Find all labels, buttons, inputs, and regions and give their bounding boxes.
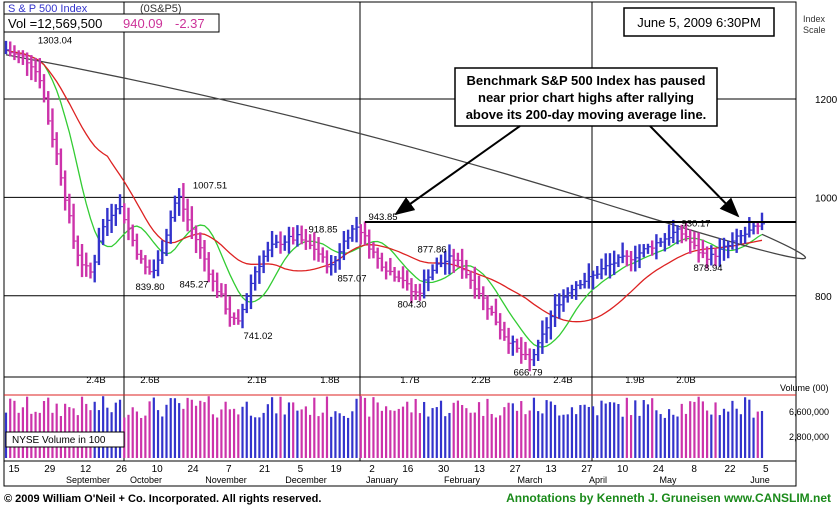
volume-peak-label: 2.0B bbox=[676, 375, 696, 386]
index-scale-line1: Index bbox=[803, 14, 826, 24]
price-label: 804.30 bbox=[397, 300, 426, 311]
volume-peak-label: 2.4B bbox=[86, 375, 106, 386]
price-bars bbox=[4, 40, 765, 372]
x-day-label: 15 bbox=[8, 464, 20, 475]
ma-mid-line bbox=[5, 49, 763, 323]
price-label: 943.85 bbox=[368, 212, 397, 223]
x-month-label: January bbox=[366, 475, 399, 485]
vol-header-box bbox=[3, 13, 220, 33]
x-day-label: 22 bbox=[724, 464, 736, 475]
x-day-label: 7 bbox=[226, 464, 232, 475]
ma-long-line bbox=[5, 54, 807, 260]
y-tick-label: 1000 bbox=[815, 193, 838, 204]
credit-text: Annotations by Kenneth J. Gruneisen www.… bbox=[506, 491, 831, 505]
y-axis-ticks: 1200 1000 800 bbox=[815, 95, 838, 303]
volume-peak-label: 2.4B bbox=[553, 375, 573, 386]
x-month-label: April bbox=[589, 475, 607, 485]
volume-axis-tick-1: 6,600,000 bbox=[789, 407, 829, 417]
copyright-text: © 2009 William O'Neil + Co. Incorporated… bbox=[4, 493, 321, 505]
price-label: 839.80 bbox=[135, 282, 164, 293]
x-month-label: September bbox=[66, 475, 110, 485]
volume-axis-tick-2: 2,800,000 bbox=[789, 432, 829, 442]
volume-peak-label: 2.1B bbox=[247, 375, 267, 386]
volume-axis-title: Volume (00) bbox=[780, 383, 829, 393]
annotation-line-1: Benchmark S&P 500 Index has paused bbox=[467, 73, 706, 88]
price-label: 918.85 bbox=[308, 224, 337, 235]
x-day-label: 5 bbox=[298, 464, 304, 475]
symbol-label: (0S&P5) bbox=[140, 3, 182, 15]
annotation-arrow-left bbox=[394, 125, 521, 216]
x-day-label: 10 bbox=[617, 464, 629, 475]
price-label: 666.79 bbox=[513, 367, 542, 378]
x-day-label: 24 bbox=[653, 464, 665, 475]
x-day-label: 27 bbox=[510, 464, 522, 475]
volume-label-box bbox=[5, 431, 125, 448]
volume-peak-label: 1.7B bbox=[400, 375, 420, 386]
x-day-label: 12 bbox=[80, 464, 92, 475]
x-month-label: October bbox=[130, 475, 162, 485]
x-day-label: 19 bbox=[331, 464, 343, 475]
annotation-line-3: above its 200-day moving average line. bbox=[466, 107, 707, 122]
vol-readout: Vol =12,569,500 bbox=[8, 16, 102, 31]
volume-peak-label: 1.8B bbox=[320, 375, 340, 386]
y-tick-label: 1200 bbox=[815, 95, 838, 106]
x-day-label: 16 bbox=[402, 464, 414, 475]
price-label: 878.94 bbox=[693, 263, 722, 274]
x-month-label: December bbox=[285, 475, 327, 485]
x-day-label: 13 bbox=[545, 464, 557, 475]
x-axis-ticks: 15 29 12 26 10 24 7 21 5 19 2 16 30 13 27 13 27 10 24 8 22 5 S… bbox=[8, 464, 769, 485]
x-day-label: 27 bbox=[581, 464, 593, 475]
x-day-label: 10 bbox=[152, 464, 164, 475]
x-axis-strip bbox=[3, 460, 797, 487]
x-day-label: 29 bbox=[44, 464, 56, 475]
y-tick-label: 800 bbox=[815, 292, 832, 303]
x-day-label: 24 bbox=[187, 464, 199, 475]
x-day-label: 13 bbox=[474, 464, 486, 475]
x-day-label: 2 bbox=[369, 464, 375, 475]
chart-title: S & P 500 Index bbox=[8, 3, 88, 15]
x-day-label: 8 bbox=[691, 464, 697, 475]
price-label: 741.02 bbox=[243, 331, 272, 342]
price-label: 930.17 bbox=[681, 219, 710, 230]
price-readout: 940.09 bbox=[123, 16, 163, 31]
price-label: 857.07 bbox=[337, 274, 366, 285]
index-scale-line2: Scale bbox=[803, 25, 826, 35]
volume-peak-label: 2.6B bbox=[140, 375, 160, 386]
x-day-label: 5 bbox=[763, 464, 769, 475]
x-month-label: February bbox=[444, 475, 481, 485]
x-month-label: November bbox=[205, 475, 247, 485]
price-label: 1303.04 bbox=[38, 35, 72, 46]
x-month-label: June bbox=[750, 475, 770, 485]
volume-label: NYSE Volume in 100 bbox=[12, 435, 106, 446]
change-readout: -2.37 bbox=[175, 16, 205, 31]
annotation-arrow-right bbox=[649, 125, 740, 218]
annotation-line-2: near prior chart highs after rallying bbox=[478, 90, 694, 105]
price-panel-frame bbox=[3, 1, 797, 378]
x-day-label: 26 bbox=[116, 464, 128, 475]
x-day-label: 30 bbox=[438, 464, 450, 475]
volume-peak-labels: 2.4B 2.6B 2.1B 1.8B 1.7B 2.2B 2.4B 1.9B 2.0B bbox=[86, 375, 696, 386]
x-month-label: March bbox=[517, 475, 542, 485]
price-labels: 1303.04 1007.51 839.80 845.27 741.02 918.85 85… bbox=[38, 35, 723, 378]
annotation-box bbox=[454, 67, 718, 127]
x-month-label: May bbox=[659, 475, 677, 485]
price-label: 877.86 bbox=[417, 244, 446, 255]
volume-peak-label: 1.9B bbox=[625, 375, 645, 386]
x-day-label: 21 bbox=[259, 464, 271, 475]
volume-peak-label: 2.2B bbox=[471, 375, 491, 386]
price-label: 845.27 bbox=[179, 279, 208, 290]
date-box bbox=[623, 7, 775, 37]
price-label: 1007.51 bbox=[193, 181, 227, 192]
date-text: June 5, 2009 6:30PM bbox=[637, 15, 761, 30]
